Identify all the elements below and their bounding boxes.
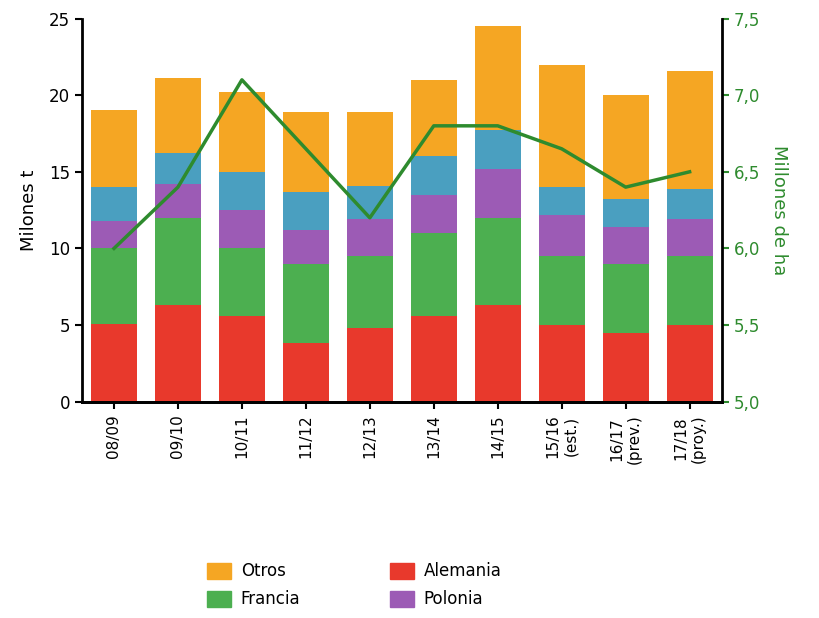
Bar bbox=[602, 332, 648, 402]
Bar bbox=[283, 344, 328, 402]
Bar bbox=[602, 200, 648, 227]
Bar bbox=[219, 316, 265, 402]
Bar bbox=[410, 80, 456, 156]
Bar bbox=[219, 210, 265, 248]
Bar bbox=[219, 172, 265, 210]
Bar bbox=[602, 227, 648, 264]
Y-axis label: Milones t: Milones t bbox=[20, 169, 38, 251]
Bar bbox=[91, 221, 137, 248]
Bar bbox=[602, 264, 648, 332]
Bar bbox=[410, 316, 456, 402]
Bar bbox=[283, 230, 328, 264]
Bar bbox=[91, 248, 137, 324]
Bar bbox=[155, 184, 201, 218]
Bar bbox=[91, 187, 137, 221]
Bar bbox=[346, 112, 392, 185]
Bar bbox=[283, 192, 328, 230]
Bar bbox=[666, 325, 712, 402]
Bar bbox=[538, 64, 584, 187]
Bar bbox=[666, 188, 712, 219]
Bar bbox=[666, 70, 712, 188]
Bar bbox=[474, 305, 520, 402]
Bar bbox=[283, 112, 328, 192]
Legend: Otros, Francia, Reino Unido, Alemania, Polonia, Superfície: Otros, Francia, Reino Unido, Alemania, P… bbox=[201, 556, 513, 618]
Bar bbox=[474, 169, 520, 218]
Bar bbox=[474, 26, 520, 130]
Bar bbox=[283, 264, 328, 344]
Bar bbox=[410, 156, 456, 195]
Bar bbox=[474, 218, 520, 305]
Bar bbox=[410, 233, 456, 316]
Bar bbox=[474, 130, 520, 169]
Bar bbox=[666, 219, 712, 256]
Bar bbox=[91, 111, 137, 187]
Bar bbox=[155, 153, 201, 184]
Bar bbox=[410, 195, 456, 233]
Bar bbox=[346, 185, 392, 219]
Bar bbox=[91, 324, 137, 402]
Bar bbox=[219, 92, 265, 172]
Y-axis label: Millones de ha: Millones de ha bbox=[768, 145, 786, 275]
Bar bbox=[538, 214, 584, 256]
Bar bbox=[155, 305, 201, 402]
Bar bbox=[346, 256, 392, 328]
Bar bbox=[666, 256, 712, 325]
Bar bbox=[155, 218, 201, 305]
Bar bbox=[538, 187, 584, 214]
Bar bbox=[155, 78, 201, 153]
Bar bbox=[602, 95, 648, 200]
Bar bbox=[219, 248, 265, 316]
Bar bbox=[538, 325, 584, 402]
Bar bbox=[346, 328, 392, 402]
Bar bbox=[346, 219, 392, 256]
Bar bbox=[538, 256, 584, 325]
